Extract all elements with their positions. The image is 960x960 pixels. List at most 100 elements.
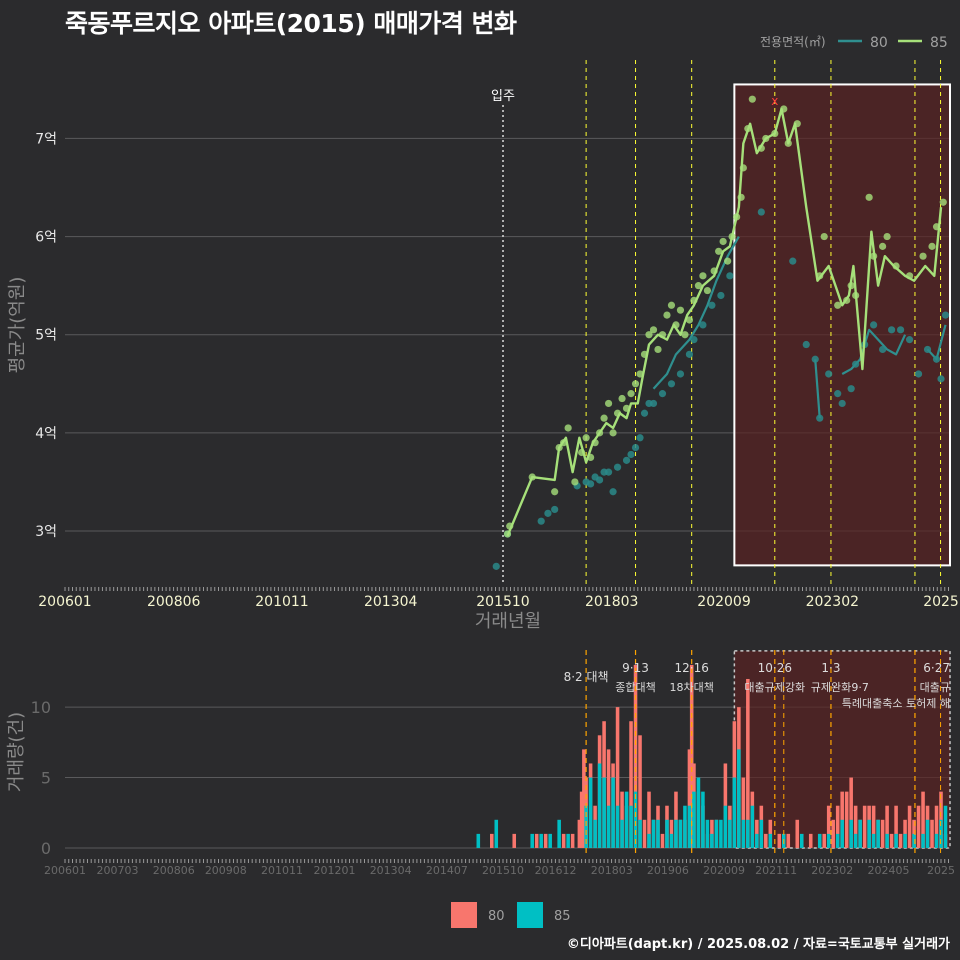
- series-85-point: [631, 380, 640, 388]
- bar-80: [656, 805, 660, 848]
- x-tick-label: 200806: [147, 594, 201, 610]
- bar-85: [624, 791, 629, 848]
- bar-x-tick-label: 200601: [44, 864, 86, 877]
- policy-label: 9·13: [622, 661, 649, 675]
- series-85-point: [843, 296, 851, 304]
- bar-80: [597, 735, 602, 848]
- bar-85: [921, 833, 925, 848]
- series-85-point: [672, 321, 680, 329]
- bar-85: [687, 805, 692, 848]
- bar-80: [579, 791, 584, 848]
- bar-80: [642, 819, 647, 848]
- bar-x-tick-label: 201510: [482, 864, 524, 877]
- series-85-point: [719, 237, 727, 246]
- series-80-point: [923, 345, 932, 354]
- y-tick-label: 3억: [35, 524, 57, 540]
- bar-80: [822, 833, 826, 848]
- bar-85: [597, 763, 602, 848]
- series-85-point: [724, 257, 732, 265]
- bar-x-tick-label: 202302: [811, 864, 853, 877]
- series-85-point: [627, 390, 635, 398]
- series-85-point: [780, 105, 788, 113]
- series-85-point: [503, 530, 512, 538]
- bar-85: [633, 791, 638, 848]
- bar-85: [741, 819, 746, 848]
- bar-80: [764, 833, 768, 848]
- series-80-point: [870, 321, 878, 329]
- bar-80: [746, 678, 750, 848]
- bar-80: [714, 819, 719, 848]
- bar-85: [714, 819, 719, 848]
- series-85-point: [663, 311, 671, 319]
- legend-label-80: 80: [870, 35, 888, 51]
- series-85-point: [919, 252, 927, 260]
- series-85-point: [820, 232, 828, 241]
- bar-85: [835, 833, 840, 848]
- series-80-point: [914, 370, 923, 378]
- series-85-point: [582, 434, 590, 442]
- bar-80: [907, 805, 912, 848]
- bar-80: [750, 791, 755, 848]
- bar-85: [651, 819, 656, 848]
- x-tick-label: 201011: [255, 594, 308, 610]
- series-85-point: [560, 439, 568, 447]
- bar-legend-swatch-85: [517, 902, 543, 928]
- bar-80: [696, 791, 701, 848]
- bar-80: [912, 819, 916, 848]
- x-tick-label: 201304: [364, 594, 418, 610]
- bar-80: [786, 833, 791, 848]
- bar-80: [844, 791, 849, 848]
- series-85-point: [595, 429, 604, 437]
- bar-80: [710, 819, 714, 848]
- series-85-point: [737, 193, 745, 201]
- bar-80: [615, 707, 620, 848]
- bar-85: [696, 777, 701, 848]
- bar-x-tick-label: 201612: [535, 864, 577, 877]
- x-tick-label: 202009: [697, 594, 750, 610]
- bar-80: [840, 791, 844, 848]
- series-85-point: [658, 331, 667, 339]
- bar-85: [768, 833, 773, 848]
- series-80-point: [838, 399, 846, 408]
- bar-80: [903, 819, 907, 848]
- series-85-point: [816, 272, 824, 280]
- x-tick-label: 202302: [806, 594, 859, 610]
- series-85-point: [613, 409, 622, 417]
- bar-85: [934, 833, 939, 848]
- bar-85: [853, 833, 858, 848]
- series-85-point: [757, 144, 765, 152]
- series-80-point: [789, 257, 797, 265]
- series-80-point: [847, 385, 855, 393]
- bar-85: [494, 819, 499, 848]
- bar-80: [705, 833, 710, 848]
- series-85-point: [865, 193, 873, 201]
- bar-80: [570, 833, 575, 848]
- bar-x-tick-label: 201906: [647, 864, 689, 877]
- bar-legend-swatch-80: [451, 902, 477, 928]
- bar-85: [710, 833, 714, 848]
- bar-80: [777, 833, 782, 848]
- series-80-line: [814, 359, 821, 419]
- series-85-point: [506, 522, 514, 530]
- bar-80: [930, 819, 934, 848]
- bar-80: [858, 819, 862, 848]
- bar-80: [543, 833, 548, 848]
- bar-x-tick-label: 201803: [591, 864, 633, 877]
- bar-85: [548, 833, 552, 848]
- series-80-point: [879, 345, 887, 354]
- bar-80: [512, 833, 517, 848]
- series-85-point: [555, 443, 563, 452]
- bar-80: [889, 833, 894, 848]
- series-85-point: [771, 129, 779, 138]
- series-80-point: [887, 326, 896, 334]
- series-80-point: [816, 414, 824, 422]
- bar-85: [665, 819, 669, 848]
- bar-y-tick-label: 5: [41, 769, 51, 788]
- bar-highlight-box: [733, 650, 951, 849]
- series-85-point: [847, 282, 855, 290]
- series-80-point: [811, 355, 819, 363]
- bar-80: [732, 721, 737, 848]
- series-85-point: [636, 370, 644, 378]
- bar-80: [871, 805, 876, 848]
- bar-85: [903, 833, 907, 848]
